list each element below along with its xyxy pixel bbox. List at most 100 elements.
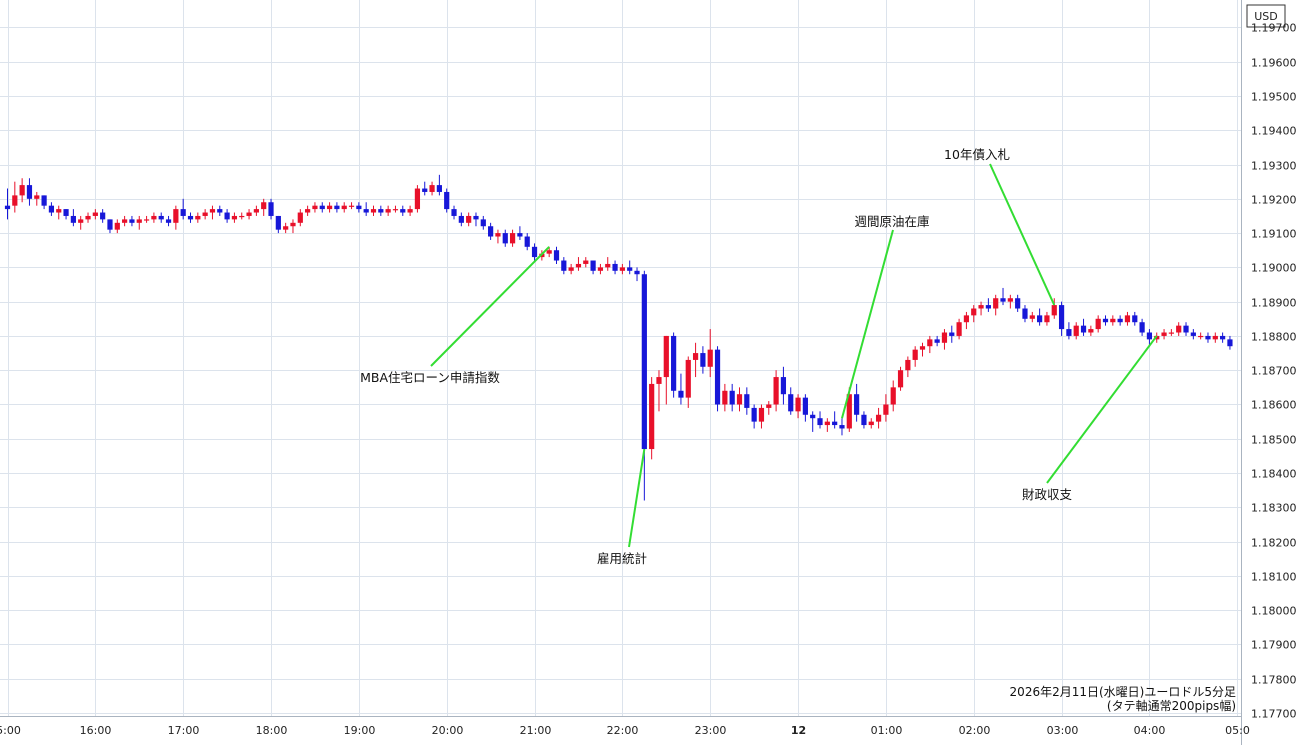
candle — [100, 209, 106, 223]
time-tick-label: 16:00 — [80, 724, 112, 737]
candle-body — [641, 274, 647, 450]
candle — [63, 209, 69, 220]
candle-body — [436, 185, 442, 192]
candle — [583, 257, 589, 268]
candle — [378, 205, 384, 216]
candle — [963, 311, 970, 330]
price-tick-label: 1.18800 — [1251, 331, 1297, 344]
candle — [802, 394, 808, 422]
candle-body — [224, 212, 230, 220]
candle — [1198, 332, 1204, 340]
candle — [444, 188, 450, 213]
candle-body — [1029, 315, 1035, 319]
candle-body — [114, 222, 120, 230]
candle — [561, 257, 567, 275]
candle-body — [392, 209, 399, 211]
candle-body — [1220, 335, 1226, 340]
candle-body — [444, 191, 450, 210]
candle — [832, 411, 838, 429]
candle — [766, 401, 772, 415]
candle-body — [1168, 332, 1174, 334]
chart-caption: 2026年2月11日(水曜日)ユーロドル5分足 (タテ軸通常200pips幅) — [1010, 685, 1236, 713]
candle — [253, 205, 259, 216]
candle-body — [129, 219, 135, 223]
candle-body — [385, 209, 391, 213]
time-tick-label: 5:00 — [0, 724, 21, 737]
candle-body — [839, 425, 845, 429]
candle — [744, 387, 750, 415]
candle — [824, 418, 830, 432]
candle — [1029, 311, 1035, 323]
time-tick-label: 20:00 — [432, 724, 464, 737]
candle — [597, 263, 604, 275]
candle — [34, 191, 40, 206]
price-tick-label: 1.19600 — [1251, 57, 1297, 70]
candle — [312, 202, 318, 213]
candle-body — [883, 404, 889, 415]
candle-body — [429, 185, 435, 192]
candle-body — [56, 209, 62, 213]
candle — [1190, 329, 1196, 340]
candle-body — [890, 387, 896, 405]
candle — [268, 198, 274, 220]
candle-body — [407, 209, 413, 213]
annotation-label: 雇用統計 — [597, 551, 647, 566]
candle-body — [993, 298, 999, 309]
price-tick-label: 1.18300 — [1251, 502, 1297, 515]
candle-body — [788, 394, 794, 412]
candle-body — [656, 377, 662, 384]
candle — [1176, 322, 1182, 336]
candle-body — [678, 390, 684, 398]
candle — [1058, 301, 1065, 336]
candle — [224, 209, 230, 223]
candle — [692, 342, 699, 378]
candle-body — [583, 260, 589, 264]
candle — [780, 366, 787, 405]
candle — [671, 332, 677, 398]
candle — [231, 212, 238, 223]
candle — [488, 222, 494, 240]
candle-body — [231, 215, 238, 220]
candle-body — [780, 377, 787, 395]
candle — [458, 212, 464, 227]
candle — [502, 229, 508, 247]
candle-body — [195, 215, 201, 220]
candle-body — [634, 270, 640, 275]
grid-lines — [0, 0, 1241, 716]
candle — [890, 380, 896, 412]
candle — [239, 212, 245, 220]
candle-body — [714, 349, 721, 405]
candle-body — [605, 263, 611, 268]
candle — [1015, 294, 1021, 312]
annotation-leader-line — [989, 163, 1056, 306]
candle — [575, 257, 582, 271]
candle — [1168, 329, 1174, 336]
time-tick-label: 05:0 — [1225, 724, 1250, 737]
annotation: 週間原油在庫 — [841, 214, 930, 419]
candle — [700, 346, 706, 374]
candle — [495, 229, 501, 244]
candle — [429, 181, 435, 196]
candle-body — [246, 212, 252, 216]
candle-body — [941, 332, 948, 343]
candle — [290, 219, 296, 234]
candle-body — [1198, 335, 1204, 338]
candle-body — [19, 185, 25, 196]
candle — [1037, 308, 1043, 326]
candle-body — [824, 421, 830, 426]
candle — [1154, 332, 1160, 343]
candle-body — [1176, 325, 1182, 333]
candle-body — [627, 267, 633, 271]
candle — [634, 267, 640, 282]
candle-body — [275, 215, 281, 230]
candle — [729, 383, 735, 412]
candle-body — [239, 215, 245, 218]
candle-body — [517, 233, 523, 237]
price-tick-label: 1.19000 — [1251, 262, 1297, 275]
time-tick-label: 04:00 — [1134, 724, 1166, 737]
candle-body — [736, 394, 743, 405]
candle — [707, 329, 713, 378]
price-tick-label: 1.17700 — [1251, 708, 1297, 721]
candle-body — [1117, 318, 1123, 323]
candle — [949, 325, 955, 343]
